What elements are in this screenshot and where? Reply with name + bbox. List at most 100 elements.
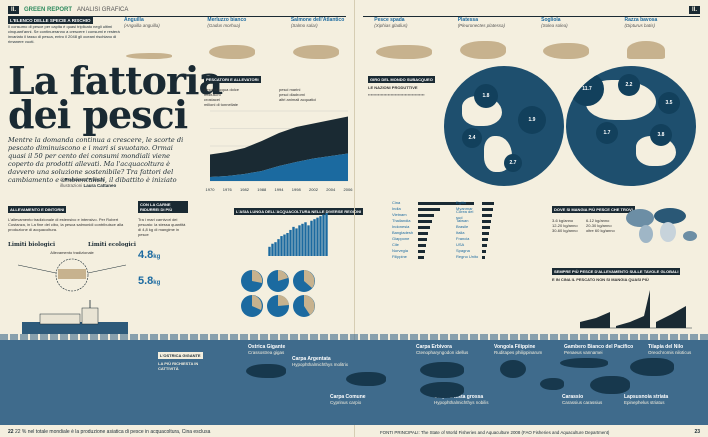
- production-ylabel: milioni di tonnellate: [204, 102, 239, 107]
- growth-panel: SEMPRE PIÙ PESCE D'ALLEVAMENTO SULLE TAV…: [552, 258, 702, 332]
- intro-text: Mentre la domanda continua a crescere, l…: [8, 136, 184, 184]
- salmon-icon: [292, 45, 339, 59]
- underwater-panel: GIRO DEL MONDO SUBACQUEO LE NAZIONI PROD…: [368, 66, 444, 186]
- bar: [274, 242, 277, 256]
- production-bubble: 1.8: [474, 84, 498, 108]
- sea-species-label: Carpa Comune Cyprinus carpio: [330, 394, 366, 405]
- x-tick-label: 1988: [257, 187, 267, 192]
- limits-bio-label: Limiti biologici: [8, 242, 56, 248]
- species-item: Anguilla (Anguilla anguilla): [124, 17, 203, 61]
- production-bubble: 2.7: [504, 154, 522, 172]
- x-tick-label: 1982: [240, 187, 250, 192]
- globe-left: 1.8 1.9 2.4 2.7: [444, 66, 564, 186]
- left-header: II. GREEN REPORT ANALISI GRAFICA: [8, 4, 346, 17]
- x-tick-label: 2002: [309, 187, 319, 192]
- grouper-silhouette: [590, 376, 630, 394]
- sea-species-label: Tilapia del Nilo Oreochromis niloticus: [648, 344, 692, 355]
- species-item: Razza bavosa (Dipturus batis): [625, 17, 704, 61]
- country-list-left: Cina India Vietnam Thailandia Indonesia …: [392, 200, 482, 260]
- region-pies: [241, 270, 315, 317]
- asia-panel: L'ASIA LUNGA DELL'ACQUACOLTURA NELLE DIV…: [234, 198, 414, 328]
- footer-left-text: 22 % nel totale mondiale è la produzione…: [14, 429, 211, 435]
- kg-value-2: 5.8kg: [138, 275, 161, 287]
- country-list-right: Egitto Myanmar Corea del sud Taiwan Bras…: [456, 200, 544, 260]
- sea-species-label: Gambero Bianco del Pacifico Penaeus vanna…: [564, 344, 634, 355]
- pie-grid: [238, 268, 318, 320]
- underwater-title: GIRO DEL MONDO SUBACQUEO: [368, 76, 435, 83]
- underwater-subtitle: LE NAZIONI PRODUTTIVE: [368, 85, 418, 90]
- fish-eaters-panel: DOVE SI MANGIA PIÙ PESCE CHE TROVI 3-6 k…: [552, 196, 702, 256]
- crucian-silhouette: [540, 378, 564, 390]
- shellfish-title: L'OSTRICA GIGANTE: [158, 352, 203, 359]
- x-tick-label: 1994: [275, 187, 285, 192]
- byline: di Francesco Franchi illustrazioni Laura…: [60, 177, 117, 188]
- production-bubble: 11.7: [570, 72, 604, 106]
- species-box-title: L'ELENCO DELLE SPECIE A RISCHIO: [8, 17, 93, 24]
- species-item: Platessa (Pleuronectes platessa): [458, 17, 537, 61]
- sea-species-label: Carpa Argentata Hypophthalmichthys molitr…: [292, 356, 349, 367]
- farming-diagram: [17, 258, 127, 292]
- bar: [280, 236, 283, 256]
- series-area-marine: [210, 116, 348, 177]
- asia-bar-chart: [268, 213, 328, 256]
- bar: [298, 225, 301, 256]
- sea-species-label: Ostrica Gigante Crassostrea gigas: [248, 344, 286, 355]
- carnivores-box: CON LA CARNE RIDURREI DI PIÙ Tra i mari …: [138, 196, 188, 326]
- bar: [286, 233, 289, 256]
- bar: [283, 234, 286, 256]
- bar: [325, 213, 328, 256]
- center-label: Allevamento tradizionale: [50, 250, 94, 255]
- x-tick-label: 2004: [326, 187, 336, 192]
- bar: [310, 220, 313, 256]
- fish-eaters-legend: 3-6 kg/anno 6-12 kg/anno 12-20 kg/anno 20-…: [552, 218, 615, 233]
- sea-species-label: Carpa a testa grossa Hypophthalmichthys n…: [434, 394, 489, 405]
- sea-species-label: Lapsusnoia striata Epinephelus striatus: [624, 394, 669, 405]
- carp-silhouette: [420, 382, 464, 398]
- page-marker-right: II.: [688, 6, 700, 14]
- species-box-body: Il consumo di pesce per capita è quasi t…: [8, 24, 120, 44]
- bar: [301, 223, 304, 256]
- bar: [271, 243, 274, 256]
- bar: [268, 246, 271, 256]
- carp-silhouette: [420, 362, 464, 378]
- series-area-freshwater: [210, 153, 348, 181]
- sea-species-label: Vongola Filippine Ruditapes philippinarum: [494, 344, 543, 355]
- left-page: II. GREEN REPORT ANALISI GRAFICA: [8, 4, 346, 17]
- species-item: Salmone dell'Atlantico (Salmo salar): [291, 17, 370, 61]
- production-bubble: 3.5: [658, 92, 680, 114]
- footer-right-text: FONTI PRINCIPALI: The State of World Fis…: [380, 430, 610, 435]
- bar: [289, 229, 292, 256]
- bar: [316, 217, 319, 256]
- species-item: Merluzzo bianco (Gadus morhua): [207, 17, 286, 61]
- x-tick-label: 2006: [344, 187, 354, 192]
- production-panel: PESCATORI E ALLEVATORI pesci d'acqua dol…: [204, 66, 354, 196]
- growth-subtitle: E IN CINA IL PESCATO NON SI MANGIA QUASI…: [552, 277, 649, 282]
- species-item: Pesce spada (Xiphias gladius): [374, 17, 453, 61]
- page-title: La fattoria dei pesci: [8, 58, 223, 137]
- swordfish-icon: [376, 45, 433, 59]
- carp-silhouette: [246, 364, 286, 378]
- skate-icon: [626, 41, 665, 59]
- clam-silhouette: [500, 360, 526, 378]
- eel-icon: [126, 53, 172, 59]
- carnivores-box-title: CON LA CARNE RIDURREI DI PIÙ: [138, 201, 188, 213]
- plaice-icon: [459, 41, 506, 59]
- x-tick-label: 1970: [206, 187, 216, 192]
- production-bubble: 1.7: [596, 122, 618, 144]
- x-tick-label: 1998: [292, 187, 302, 192]
- sole-icon: [543, 43, 590, 59]
- bar: [319, 216, 322, 256]
- production-bubble: 3.8: [650, 124, 672, 146]
- right-header: II.: [363, 4, 700, 17]
- methods-box-body: L'allevamento tradizionale di estensivo …: [8, 217, 124, 232]
- bar: [277, 239, 280, 256]
- page-marker: II.: [8, 6, 20, 14]
- asia-title: L'ASIA LUNGA DELL'ACQUACOLTURA NELLE DIV…: [234, 208, 364, 215]
- carp-silhouette: [346, 372, 386, 386]
- production-bubble: 2.2: [618, 74, 640, 96]
- cod-icon: [209, 45, 256, 59]
- footer-right: FONTI PRINCIPALI: The State of World Fis…: [380, 430, 680, 435]
- shrimp-silhouette: [560, 358, 608, 368]
- underwater-text: ▪▪▪▪▪▪▪▪▪▪▪▪▪▪▪▪▪▪▪▪▪▪▪▪▪▪▪▪▪▪▪▪▪▪▪▪▪▪▪▪: [368, 92, 425, 97]
- subsection-name: ANALISI GRAFICA: [77, 7, 129, 13]
